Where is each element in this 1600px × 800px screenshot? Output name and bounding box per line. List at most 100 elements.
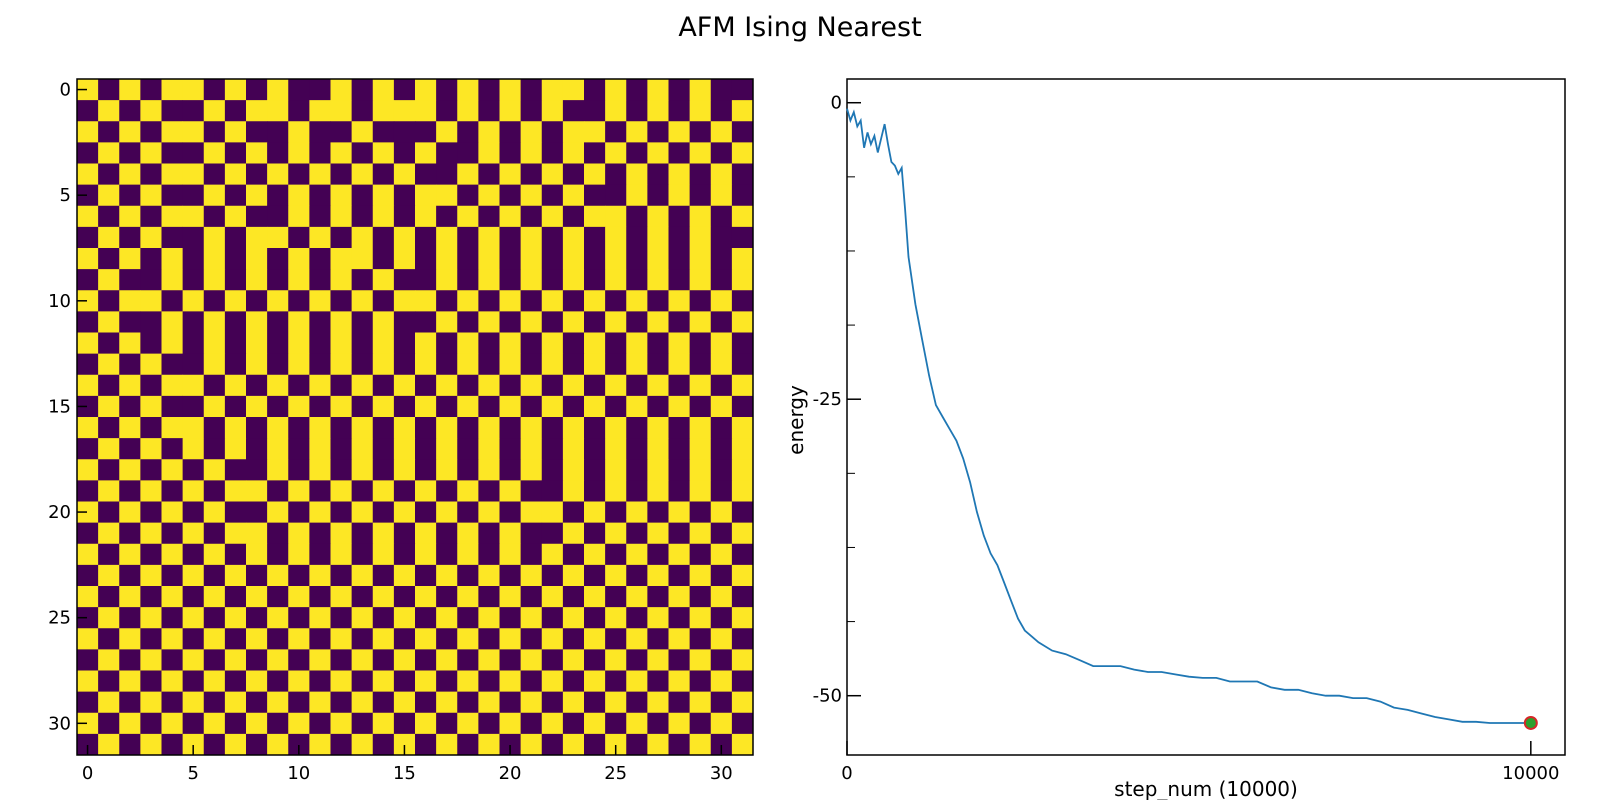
heatmap-cell bbox=[541, 248, 564, 270]
heatmap-cell bbox=[689, 100, 712, 122]
heatmap-cell bbox=[267, 733, 289, 756]
heatmap-cell bbox=[731, 226, 754, 249]
heatmap-cell bbox=[330, 607, 353, 629]
heatmap-cell bbox=[203, 100, 226, 122]
heatmap-cell bbox=[415, 121, 437, 143]
heatmap-cell bbox=[161, 290, 184, 312]
heatmap-cell bbox=[605, 712, 627, 735]
heatmap-cell bbox=[668, 311, 691, 333]
heatmap-cell bbox=[647, 733, 669, 756]
heatmap-cell bbox=[77, 480, 99, 502]
heatmap-cell bbox=[267, 712, 289, 735]
heatmap-cell bbox=[393, 733, 416, 756]
heatmap-cell bbox=[436, 459, 458, 481]
heatmap-cell bbox=[224, 607, 247, 629]
heatmap-cell bbox=[668, 480, 691, 502]
heatmap-cell bbox=[246, 79, 268, 101]
heatmap-cell bbox=[436, 142, 458, 164]
heatmap-cell bbox=[119, 163, 141, 186]
step-x-ticks: 0 10000 bbox=[841, 741, 1559, 784]
heatmap-cell bbox=[457, 522, 479, 545]
heatmap-cell bbox=[710, 522, 733, 545]
heatmap-cell bbox=[98, 395, 120, 418]
heatmap-cell bbox=[668, 438, 691, 460]
heatmap-cell bbox=[541, 121, 564, 143]
heatmap-cell bbox=[98, 438, 120, 460]
heatmap-cell bbox=[246, 691, 268, 714]
heatmap-cell bbox=[224, 311, 247, 333]
heatmap-cell bbox=[499, 417, 522, 439]
heatmap-cell bbox=[499, 311, 522, 333]
heatmap-cell bbox=[562, 395, 585, 418]
heatmap-cell bbox=[161, 395, 184, 418]
heatmap-cell bbox=[246, 670, 268, 693]
heatmap-cell bbox=[161, 459, 184, 481]
heatmap-cell bbox=[689, 480, 712, 502]
heatmap-cell bbox=[140, 628, 162, 650]
heatmap-cell bbox=[647, 628, 669, 650]
heatmap-cell bbox=[710, 184, 733, 207]
heatmap-y-ticks: 0 5 10 15 20 25 30 bbox=[48, 80, 87, 734]
heatmap-cell bbox=[584, 670, 606, 693]
heatmap-cell bbox=[478, 691, 500, 714]
heatmap-cell bbox=[689, 712, 712, 735]
heatmap-cell bbox=[520, 142, 543, 164]
heatmap-cell bbox=[372, 607, 395, 629]
heatmap-cell bbox=[372, 311, 395, 333]
heatmap-cell bbox=[182, 290, 205, 312]
heatmap-cell bbox=[541, 649, 564, 671]
heatmap-cell bbox=[309, 100, 331, 122]
heatmap-cell bbox=[203, 543, 226, 566]
heatmap-cell bbox=[710, 395, 733, 418]
heatmap-cell bbox=[478, 564, 500, 587]
heatmap-cell bbox=[393, 226, 416, 249]
heatmap-cell bbox=[710, 564, 733, 587]
heatmap-cell bbox=[246, 564, 268, 587]
heatmap-cell bbox=[288, 205, 310, 228]
heatmap-cell bbox=[98, 691, 120, 714]
heatmap-cell bbox=[98, 142, 120, 164]
heatmap-cell bbox=[436, 712, 458, 735]
heatmap-cell bbox=[478, 628, 500, 650]
heatmap-cell bbox=[478, 205, 500, 228]
heatmap-cell bbox=[499, 395, 522, 418]
heatmap-cell bbox=[309, 163, 331, 186]
heatmap-cell bbox=[330, 121, 353, 143]
heatmap-cell bbox=[203, 649, 226, 671]
heatmap-cell bbox=[436, 438, 458, 460]
y-tick-label: 25 bbox=[48, 608, 71, 629]
heatmap-cell bbox=[584, 163, 606, 186]
heatmap-cell bbox=[436, 332, 458, 355]
heatmap-cell bbox=[224, 501, 247, 524]
heatmap-cell bbox=[478, 649, 500, 671]
heatmap-cell bbox=[626, 417, 648, 439]
heatmap-cell bbox=[520, 311, 543, 333]
heatmap-cell bbox=[309, 691, 331, 714]
heatmap-cell bbox=[288, 163, 310, 186]
heatmap-cell bbox=[457, 586, 479, 608]
heatmap-cell bbox=[520, 121, 543, 143]
heatmap-cell bbox=[372, 332, 395, 355]
heatmap-cell bbox=[562, 332, 585, 355]
heatmap-cell bbox=[605, 374, 627, 397]
heatmap-cell bbox=[731, 501, 754, 524]
heatmap-cell bbox=[330, 353, 353, 376]
heatmap-cell bbox=[668, 100, 691, 122]
heatmap-cell bbox=[98, 649, 120, 671]
heatmap-cell bbox=[605, 607, 627, 629]
heatmap-cell bbox=[288, 79, 310, 101]
heatmap-cell bbox=[710, 205, 733, 228]
heatmap-cell bbox=[288, 332, 310, 355]
heatmap-cell bbox=[605, 332, 627, 355]
heatmap-cell bbox=[689, 184, 712, 207]
heatmap-cell bbox=[541, 607, 564, 629]
heatmap-cell bbox=[731, 248, 754, 270]
heatmap-cell bbox=[119, 121, 141, 143]
heatmap-cell bbox=[246, 628, 268, 650]
heatmap-cell bbox=[584, 607, 606, 629]
heatmap-cell bbox=[710, 142, 733, 164]
heatmap-cell bbox=[77, 226, 99, 249]
heatmap-cell bbox=[182, 586, 205, 608]
y-axis-label: energy bbox=[784, 385, 808, 455]
heatmap-cell bbox=[457, 248, 479, 270]
